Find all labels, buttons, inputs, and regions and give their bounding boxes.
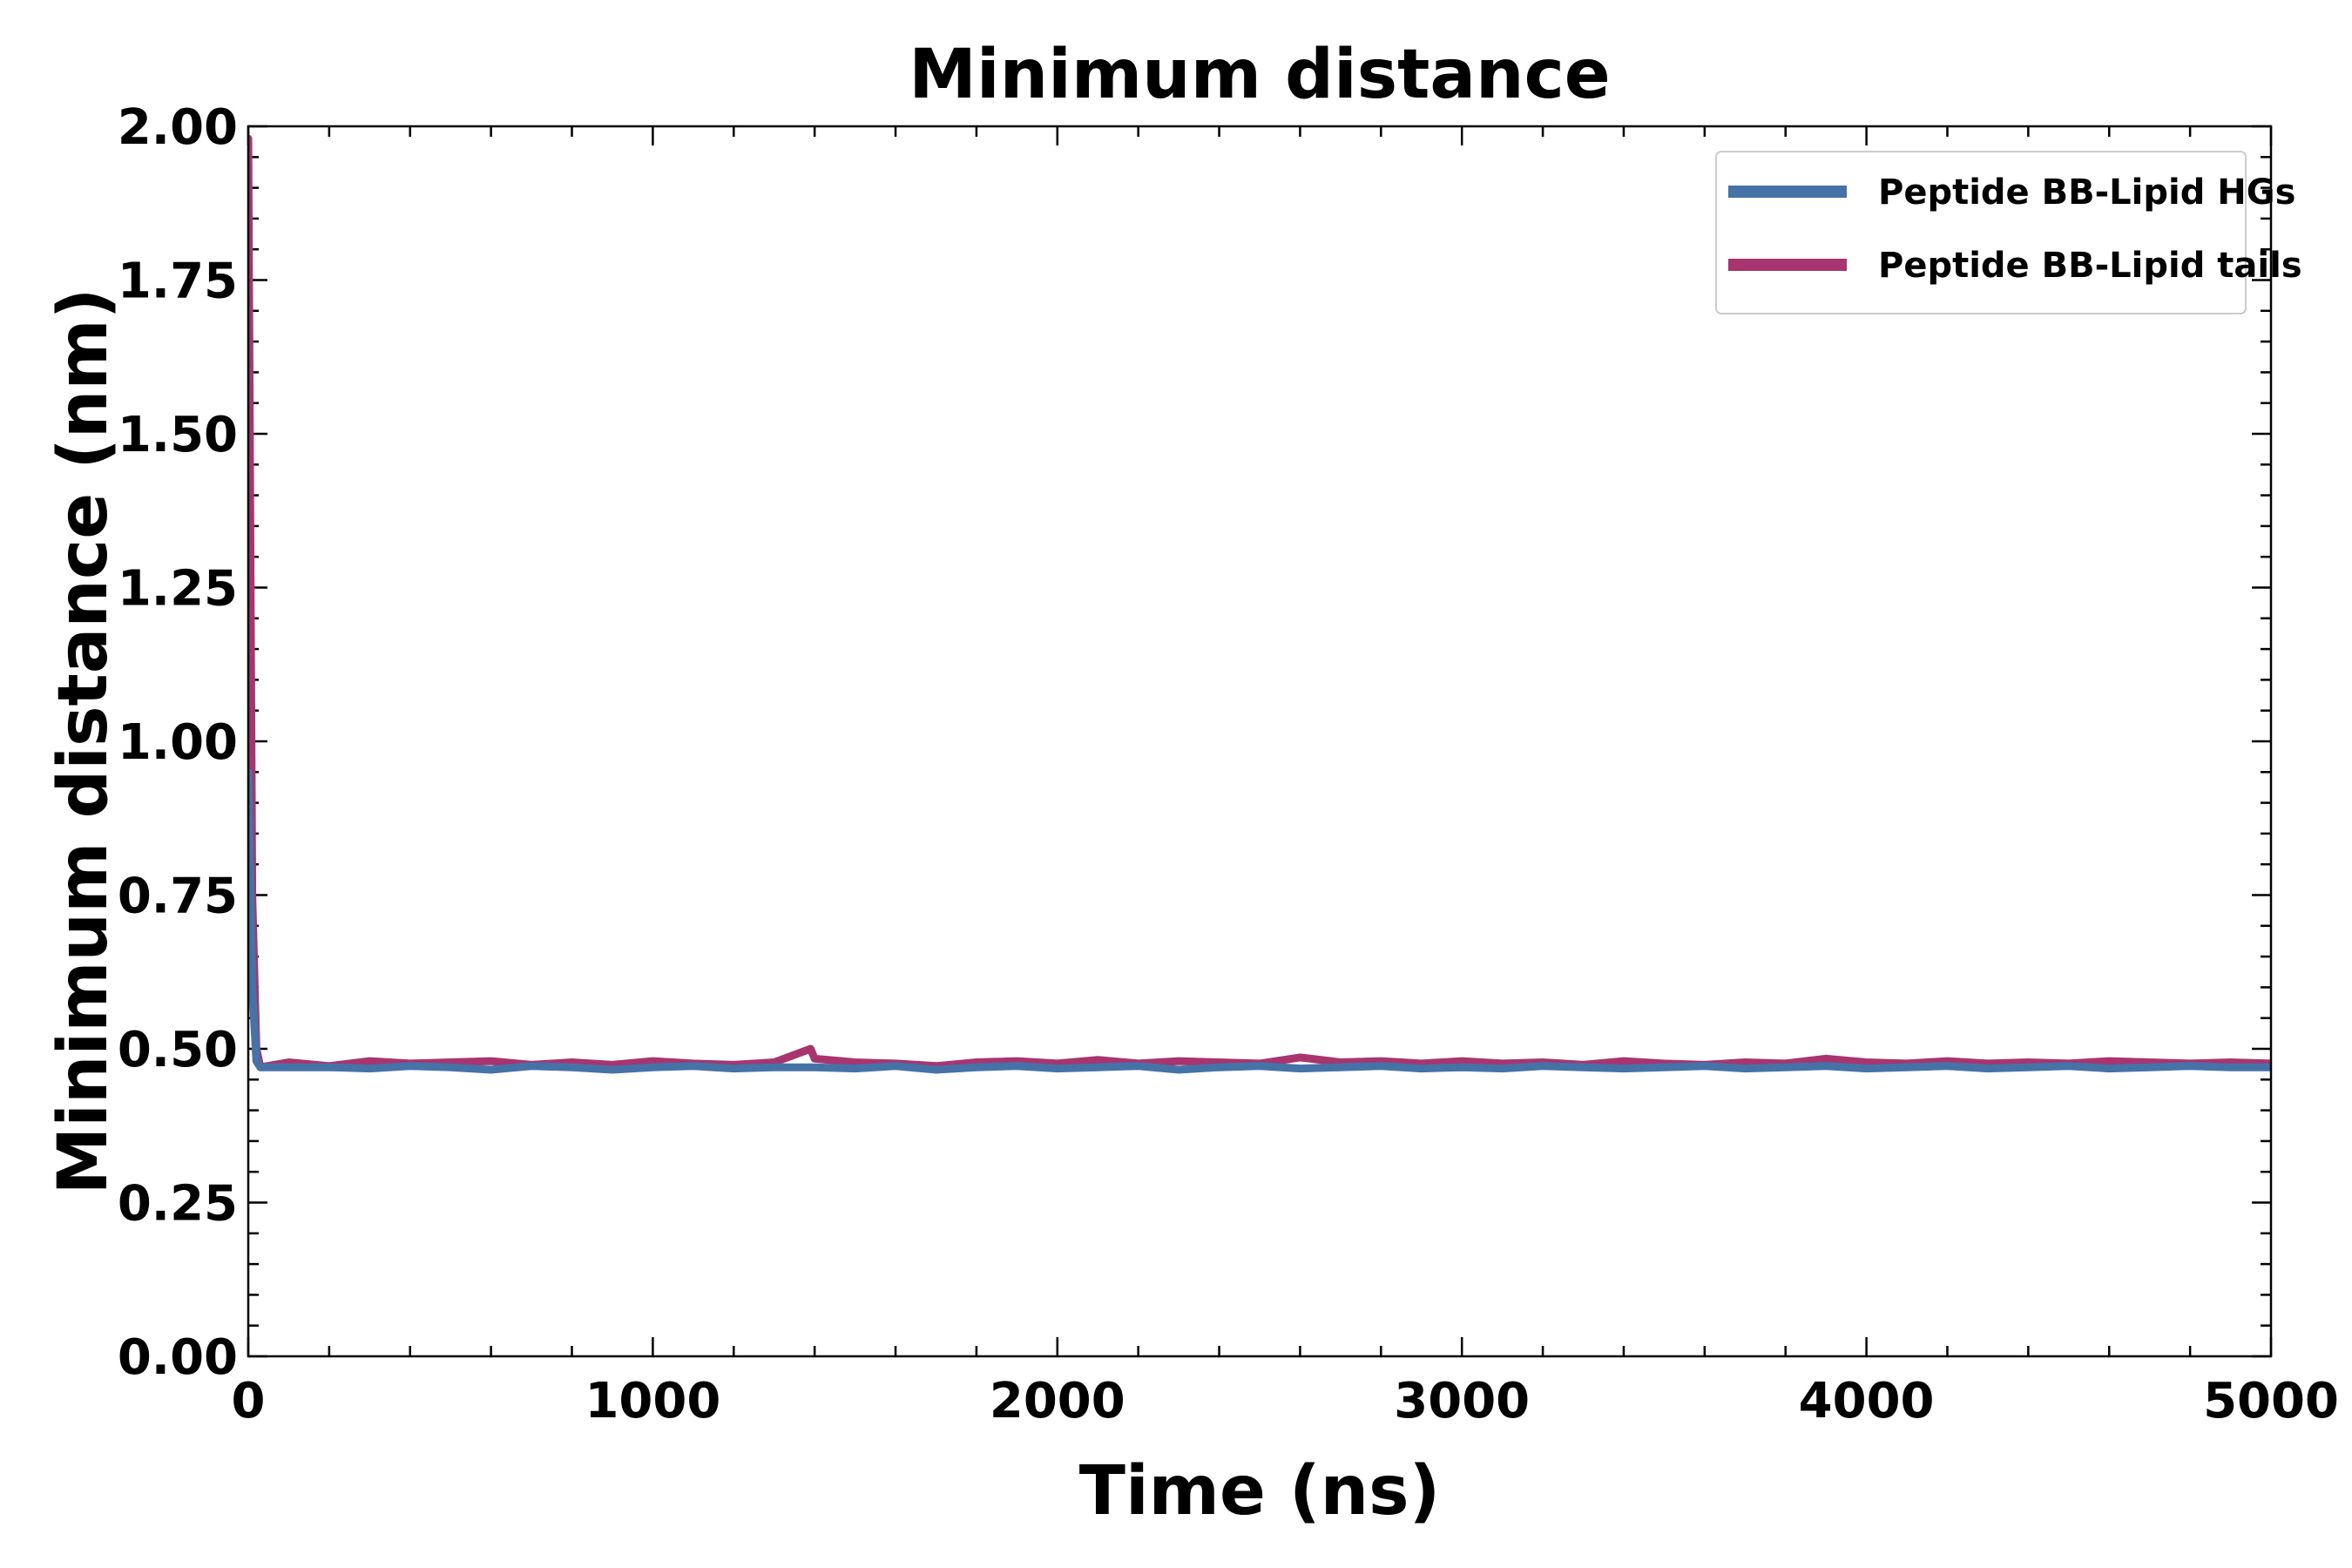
- x-tick-label: 3000: [1394, 1373, 1530, 1429]
- y-tick-labels: 0.00 0.25 0.50 0.75 1.00 1.25 1.50 1.75 2.00: [118, 99, 238, 1386]
- legend-label: Peptide BB-Lipid HGs: [1878, 172, 2295, 213]
- series-line-lipid-hgs: [248, 767, 2271, 1074]
- x-tick-labels: 0 1000 2000 3000 4000 5000: [232, 1373, 2339, 1429]
- x-tick-label: 4000: [1799, 1373, 1935, 1429]
- x-tick-label: 2000: [990, 1373, 1125, 1429]
- y-tick-label: 0.75: [118, 868, 238, 925]
- y-tick-label: 0.00: [118, 1329, 238, 1386]
- plot-frame: [247, 125, 2273, 1358]
- x-tick-label: 1000: [585, 1373, 720, 1429]
- y-tick-label: 0.50: [118, 1022, 238, 1078]
- y-tick-label: 1.50: [118, 407, 238, 463]
- y-tick-label: 0.25: [118, 1176, 238, 1233]
- x-axis-title: Time (ns): [1079, 1452, 1441, 1531]
- x-tick-label: 0: [232, 1373, 266, 1429]
- series-lines: [248, 134, 2271, 1074]
- y-tick-label: 2.00: [118, 99, 238, 156]
- legend: Peptide BB-Lipid HGs Peptide BB-Lipid tai…: [1715, 151, 2302, 314]
- y-axis-title: Minimum distance (nm): [44, 288, 123, 1195]
- legend-label: Peptide BB-Lipid tails: [1878, 246, 2302, 286]
- y-tick-label: 1.75: [118, 253, 238, 310]
- y-tick-label: 1.25: [118, 561, 238, 618]
- legend-box: [1715, 151, 2247, 314]
- chart-title: Minimum distance: [909, 36, 1610, 114]
- y-tick-label: 1.00: [118, 714, 238, 771]
- x-tick-label: 5000: [2203, 1373, 2339, 1429]
